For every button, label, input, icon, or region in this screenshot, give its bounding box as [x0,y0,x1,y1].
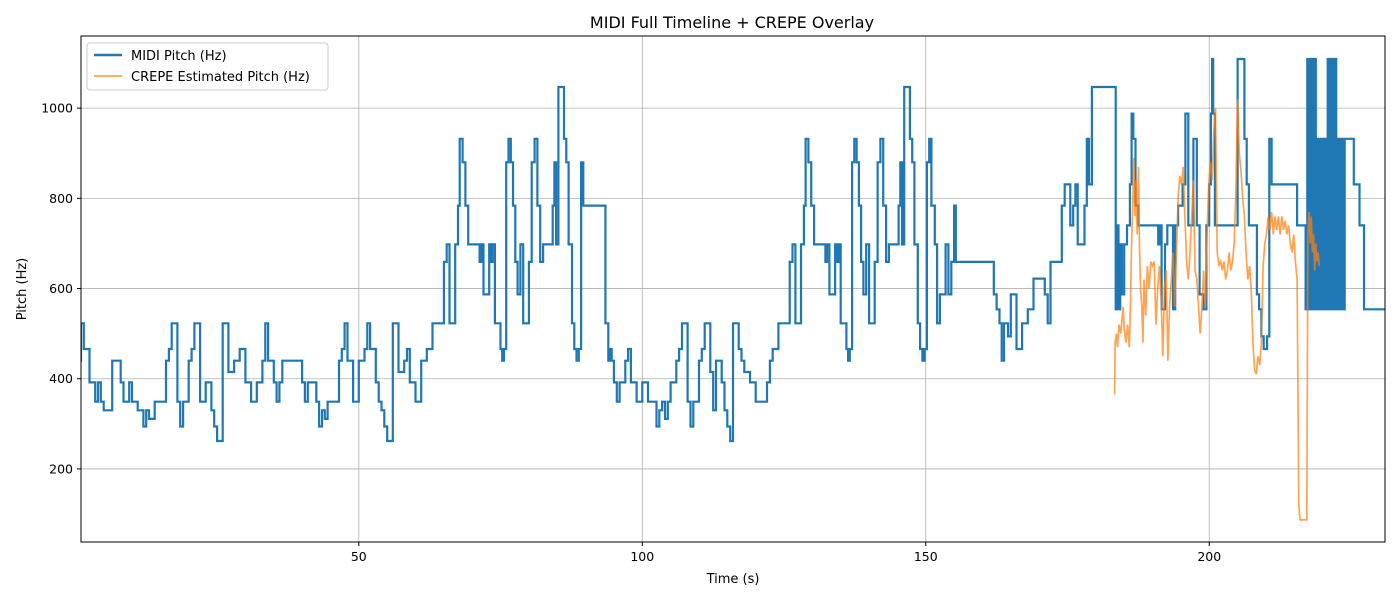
crepe-pitch-line [1113,99,1321,521]
midi-pitch-line [81,57,1385,443]
x-axis-label: Time (s) [706,572,760,587]
legend-box [86,42,329,91]
y-tick-label-1: 400 [49,371,73,386]
y-axis-ticks: 200 400 600 800 1000 [41,101,81,476]
x-tick-label-0: 50 [351,549,367,564]
legend: MIDI Pitch (Hz) CREPE Estimated Pitch (H… [86,42,329,91]
y-tick-label-2: 600 [49,281,73,296]
y-axis-label: Pitch (Hz) [15,258,30,321]
chart-title: MIDI Full Timeline + CREPE Overlay [590,13,874,32]
legend-label-midi: MIDI Pitch (Hz) [131,49,227,64]
x-tick-label-3: 200 [1197,549,1221,564]
series-layer [81,57,1385,521]
x-axis-ticks: 50 100 150 200 [351,542,1221,564]
y-tick-label-0: 200 [49,461,73,476]
x-tick-label-1: 100 [630,549,654,564]
y-tick-label-4: 1000 [41,101,73,116]
legend-label-crepe: CREPE Estimated Pitch (Hz) [131,70,310,85]
y-tick-label-3: 800 [49,191,73,206]
x-tick-label-2: 150 [914,549,938,564]
